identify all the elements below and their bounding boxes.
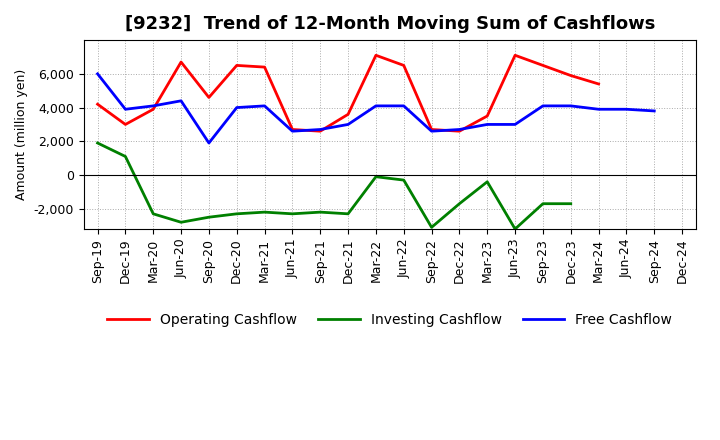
Investing Cashflow	[176, 220, 185, 225]
Investing Cashflow	[427, 225, 436, 230]
Free Cashflow	[94, 71, 102, 77]
Operating Cashflow	[594, 81, 603, 87]
Y-axis label: Amount (million yen): Amount (million yen)	[15, 69, 28, 200]
Investing Cashflow	[372, 174, 380, 180]
Free Cashflow	[539, 103, 547, 109]
Investing Cashflow	[233, 211, 241, 216]
Operating Cashflow	[539, 63, 547, 68]
Operating Cashflow	[233, 63, 241, 68]
Investing Cashflow	[400, 177, 408, 183]
Operating Cashflow	[176, 59, 185, 65]
Investing Cashflow	[455, 201, 464, 206]
Operating Cashflow	[343, 112, 352, 117]
Operating Cashflow	[455, 128, 464, 134]
Free Cashflow	[622, 106, 631, 112]
Operating Cashflow	[427, 127, 436, 132]
Title: [9232]  Trend of 12-Month Moving Sum of Cashflows: [9232] Trend of 12-Month Moving Sum of C…	[125, 15, 655, 33]
Free Cashflow	[594, 106, 603, 112]
Free Cashflow	[121, 106, 130, 112]
Free Cashflow	[176, 98, 185, 103]
Investing Cashflow	[316, 209, 325, 215]
Operating Cashflow	[510, 53, 519, 58]
Operating Cashflow	[288, 127, 297, 132]
Operating Cashflow	[260, 64, 269, 70]
Line: Investing Cashflow: Investing Cashflow	[98, 143, 571, 229]
Free Cashflow	[316, 127, 325, 132]
Investing Cashflow	[539, 201, 547, 206]
Free Cashflow	[455, 127, 464, 132]
Investing Cashflow	[204, 215, 213, 220]
Legend: Operating Cashflow, Investing Cashflow, Free Cashflow: Operating Cashflow, Investing Cashflow, …	[102, 308, 678, 333]
Investing Cashflow	[343, 211, 352, 216]
Free Cashflow	[427, 128, 436, 134]
Operating Cashflow	[204, 95, 213, 100]
Free Cashflow	[260, 103, 269, 109]
Free Cashflow	[510, 122, 519, 127]
Operating Cashflow	[149, 106, 158, 112]
Free Cashflow	[233, 105, 241, 110]
Free Cashflow	[483, 122, 492, 127]
Operating Cashflow	[567, 73, 575, 78]
Free Cashflow	[149, 103, 158, 109]
Investing Cashflow	[94, 140, 102, 146]
Free Cashflow	[567, 103, 575, 109]
Operating Cashflow	[483, 114, 492, 119]
Investing Cashflow	[483, 179, 492, 184]
Operating Cashflow	[316, 128, 325, 134]
Line: Free Cashflow: Free Cashflow	[98, 74, 654, 143]
Free Cashflow	[288, 128, 297, 134]
Free Cashflow	[650, 108, 659, 114]
Free Cashflow	[372, 103, 380, 109]
Investing Cashflow	[121, 154, 130, 159]
Investing Cashflow	[510, 226, 519, 231]
Operating Cashflow	[121, 122, 130, 127]
Free Cashflow	[204, 140, 213, 146]
Investing Cashflow	[288, 211, 297, 216]
Operating Cashflow	[400, 63, 408, 68]
Investing Cashflow	[149, 211, 158, 216]
Operating Cashflow	[372, 53, 380, 58]
Free Cashflow	[400, 103, 408, 109]
Free Cashflow	[343, 122, 352, 127]
Operating Cashflow	[94, 102, 102, 107]
Investing Cashflow	[260, 209, 269, 215]
Investing Cashflow	[567, 201, 575, 206]
Line: Operating Cashflow: Operating Cashflow	[98, 55, 598, 131]
